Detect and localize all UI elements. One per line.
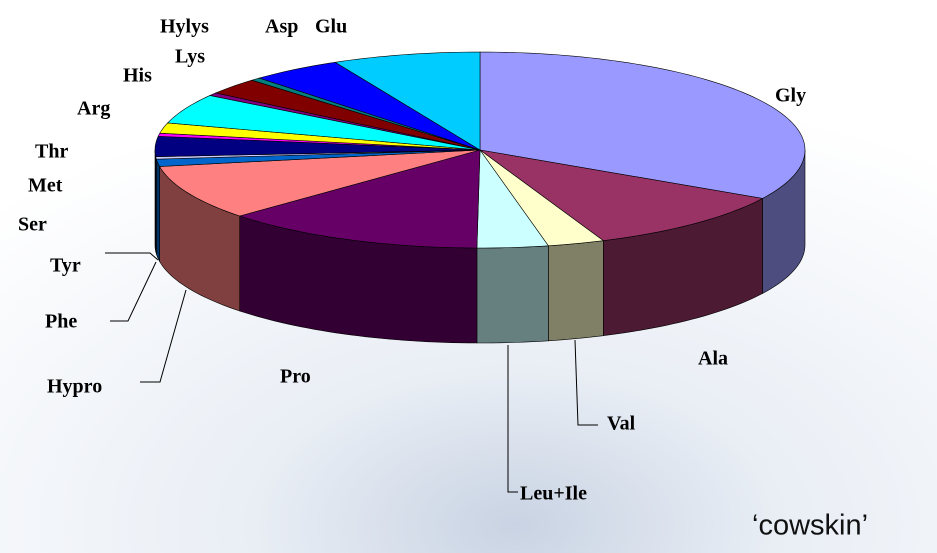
slice-label: Leu+Ile xyxy=(520,483,587,505)
slice-label: Thr xyxy=(35,141,68,163)
slice xyxy=(479,51,806,199)
slice-label: Ala xyxy=(698,348,728,370)
pie xyxy=(154,51,806,344)
slice-label: Ser xyxy=(18,214,47,236)
leader-line xyxy=(507,345,518,493)
slice-label: Phe xyxy=(45,311,77,333)
leader-line xyxy=(105,252,159,261)
slice-label: Hypro xyxy=(47,376,102,398)
slice xyxy=(479,149,605,247)
slice xyxy=(214,79,481,151)
slice-side xyxy=(154,149,157,252)
annotation: ‘cowskin’ xyxy=(752,510,868,542)
slice-label: Val xyxy=(607,413,636,435)
slice xyxy=(479,149,764,241)
slice-side xyxy=(476,245,549,344)
slice-label: Lys xyxy=(175,46,205,68)
leader-lines xyxy=(105,252,598,493)
slice-label: Gly xyxy=(775,85,806,107)
slice-label: Arg xyxy=(77,98,110,120)
slice-label: Glu xyxy=(315,16,347,38)
slice xyxy=(238,149,481,249)
leader-line xyxy=(110,261,157,322)
slice-side xyxy=(156,159,160,262)
slice xyxy=(334,51,481,151)
slice-label: Tyr xyxy=(50,255,81,277)
leader-line xyxy=(574,339,598,426)
slice xyxy=(154,135,481,157)
slice-label: Pro xyxy=(280,366,311,388)
slice-label: Met xyxy=(28,175,63,197)
slice xyxy=(476,149,549,249)
slice-label: Asp xyxy=(265,16,298,38)
slice xyxy=(258,61,481,151)
leader-line xyxy=(140,289,187,383)
slice xyxy=(166,95,481,151)
slice xyxy=(159,149,481,217)
slice-side xyxy=(548,240,604,342)
slice-label: His xyxy=(123,65,152,87)
slice-label: Hylys xyxy=(160,16,209,38)
